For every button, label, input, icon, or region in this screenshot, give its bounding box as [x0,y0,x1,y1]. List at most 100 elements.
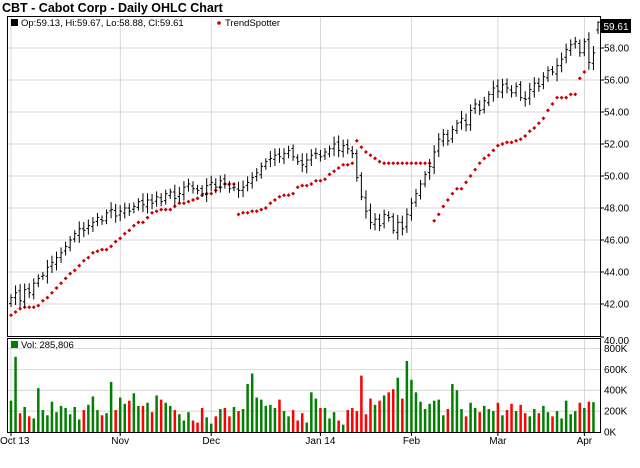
volume-bar [446,409,450,432]
ohlc-bar [541,72,546,90]
ohlc-bar [304,153,309,174]
volume-bar [423,409,427,432]
ohlc-bar [368,203,373,230]
ohlc-bar [86,219,91,235]
volume-bar [278,399,281,432]
ohlc-legend-swatch [11,19,18,26]
volume-bar [460,409,463,432]
volume-bar [78,419,81,432]
volume-bar [82,410,86,432]
ohlc-bar [486,91,491,107]
date-tick-label: Apr [577,436,593,447]
trendspotter-point [186,199,191,204]
volume-bar [382,395,386,432]
volume-bar [432,400,436,432]
trendspotter-point [236,212,241,217]
ohlc-bar [591,46,596,71]
trendspotter-point [191,198,195,202]
ohlc-bar [22,283,27,308]
volume-tick-label: 600K [604,365,628,376]
volume-bar [328,418,331,432]
ohlc-bar [518,81,523,101]
volume-bar [64,407,67,432]
ohlc-bar [482,96,487,114]
volume-bar [141,405,145,432]
trendspotter-point [400,161,405,166]
volume-bar [555,411,559,432]
volume-bar [37,388,40,432]
trendspotter-legend-label: TrendSpotter [225,18,280,29]
ohlc-bar [95,212,100,227]
volume-bar [14,356,17,432]
trendspotter-point [432,218,437,223]
trendspotter-point [95,249,100,254]
ohlc-bar [332,136,336,157]
volume-bar [437,399,440,432]
volume-bar [414,392,418,432]
ohlc-bar [163,189,168,205]
ohlc-bar [345,139,350,155]
volume-bar [41,410,45,432]
trendspotter-point [445,198,450,202]
ohlc-bar [573,36,578,49]
ohlc-bar [450,125,455,143]
trendspotter-point [354,138,359,143]
price-axis-labels: 42.00 44.00 46.00 48.00 50.00 52.00 54.00 56.00… [604,44,629,348]
ohlc-bar [145,193,150,214]
trendspotter-point [241,210,246,215]
price-tick-label: 48.00 [604,204,629,215]
volume-bar [87,404,90,432]
trendspotter-point [118,236,123,241]
ohlc-series [9,21,600,308]
date-tick-label: Dec [202,436,220,447]
volume-bar [269,404,272,432]
date-tick-label: Oct 13 [0,436,30,447]
trendspotter-point [263,206,268,210]
trendspotter-point [454,186,459,191]
ohlc-bar [236,181,241,198]
trendspotter-point [291,191,296,196]
date-tick-label: Feb [403,436,421,447]
ohlc-bar [336,135,341,158]
volume-bar [159,399,163,432]
volume-bar [228,416,231,432]
ohlc-bar [154,191,159,207]
volume-bar [291,410,295,432]
trendspotter-point [168,207,173,212]
volume-bar [323,407,327,432]
ohlc-bar [405,208,409,233]
ohlc-bar [150,193,154,210]
volume-bar [73,406,76,432]
ohlc-bar [527,82,532,105]
volume-bar [59,405,63,432]
trendspotter-point [313,178,318,183]
volume-bar [46,415,49,432]
last-price-tag [601,19,631,33]
volume-bar [223,407,227,432]
trendspotter-point [127,228,132,233]
ohlc-bar [559,52,564,73]
trendspotter-point [177,201,182,206]
ohlc-bar [264,158,268,170]
ohlc-bar [423,171,427,188]
volume-bar [551,416,554,432]
volume-bar [351,407,354,432]
volume-bar [214,416,218,432]
ohlc-bar [295,154,300,165]
trendspotter-point [259,207,264,212]
ohlc-bar [136,198,141,211]
ohlc-bar [318,149,323,162]
ohlc-bar [100,215,104,225]
volume-legend-swatch [11,341,18,348]
volume-bar [401,398,404,432]
volume-bar [482,405,486,432]
ohlc-bar [468,104,473,131]
volume-bar [310,392,313,432]
ohlc-bar [68,235,72,252]
volume-bar [187,412,190,432]
volume-bar [100,415,104,432]
volume-bar [23,406,26,432]
volume-bar [27,416,31,432]
volume-bar [182,420,186,432]
trendspotter-point [209,191,214,196]
